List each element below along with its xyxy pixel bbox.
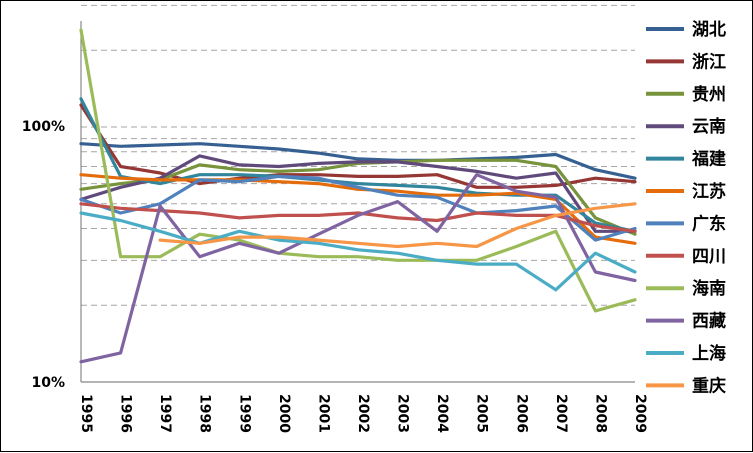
- legend-label: 福建: [691, 149, 726, 170]
- series-line-9: [79, 173, 637, 364]
- legend-label: 贵州: [692, 84, 726, 105]
- axes: [80, 21, 635, 383]
- y-tick-label-high: 100%: [22, 119, 65, 135]
- legend-label: 西藏: [692, 312, 726, 332]
- series-line-11: [158, 202, 637, 249]
- series-line-0: [79, 142, 637, 180]
- legend-label: 海南: [692, 278, 726, 299]
- x-tick-label: 2005: [474, 394, 490, 433]
- x-tick-label: 1996: [118, 394, 134, 433]
- series-lines: [79, 28, 637, 364]
- x-tick-label: 2003: [395, 394, 411, 433]
- series-line-10: [79, 211, 637, 292]
- legend-label: 四川: [692, 247, 726, 267]
- series-line-7: [79, 202, 637, 233]
- series-line-8: [79, 28, 637, 313]
- y-tick-label-low: 10%: [31, 375, 65, 391]
- legend-label: 重庆: [692, 375, 726, 396]
- x-tick-label: 2002: [355, 394, 371, 433]
- x-tick-label: 2009: [632, 394, 648, 433]
- x-tick-label: 2004: [434, 394, 450, 433]
- legend-label: 江苏: [692, 181, 726, 202]
- x-tick-label: 2001: [315, 394, 331, 433]
- legend-label: 广东: [692, 213, 726, 234]
- x-tick-label: 2006: [513, 394, 529, 433]
- x-tick-label: 1995: [78, 394, 94, 433]
- x-tick-labels: 1995 1996 1997 1998 1999 2000 2001 2002 2003 2004…: [78, 394, 648, 433]
- x-tick-label: 2007: [553, 394, 569, 433]
- x-tick-label: 2000: [276, 394, 292, 433]
- series-line-6: [79, 174, 637, 242]
- x-tick-label: 2008: [592, 394, 608, 433]
- legend-label: 云南: [692, 116, 726, 137]
- legend-label: 浙江: [692, 51, 726, 72]
- legend-label: 上海: [692, 343, 726, 364]
- x-tick-label: 1997: [157, 394, 173, 433]
- x-tick-label: 1998: [197, 394, 213, 433]
- y-tick-labels: 10% 100%: [22, 119, 65, 391]
- series-line-3: [79, 154, 637, 233]
- gridlines: [81, 4, 635, 306]
- series-line-5: [79, 173, 637, 245]
- legend-label: 湖北: [692, 20, 726, 40]
- x-tick-label: 1999: [236, 394, 252, 433]
